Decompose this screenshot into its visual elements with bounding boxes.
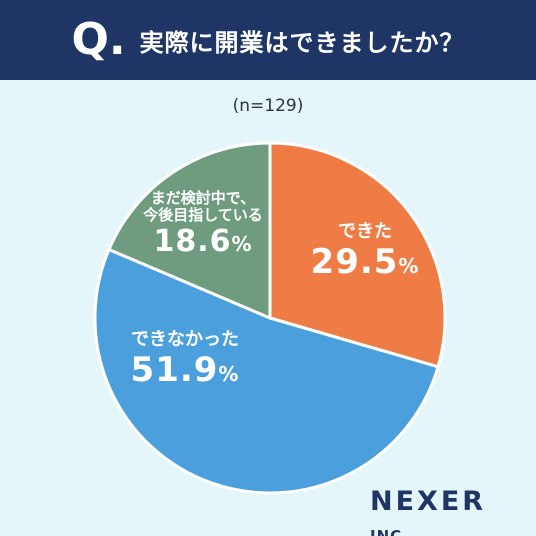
question-text: 実際に開業はできましたか？: [139, 28, 465, 57]
percent-unit: %: [218, 361, 240, 386]
brand-suffix: INC.: [370, 527, 409, 536]
question-header: Q. 実際に開業はできましたか？: [0, 0, 536, 80]
slice-name: できなかった: [131, 329, 239, 350]
q-mark: Q.: [71, 14, 126, 65]
slice-label-kentouchuu: まだ検討中で、 今後目指している 18.6%: [128, 189, 278, 259]
pie-slice-kentouchuu: [106, 141, 272, 321]
pie-slice-dekita: [268, 141, 447, 369]
brand-name: NEXER: [370, 486, 487, 517]
sample-size: (n=129): [232, 96, 304, 116]
slice-name-line2: 今後目指している: [143, 206, 263, 225]
slice-value: 18.6: [153, 223, 232, 259]
slice-value: 51.9: [130, 349, 219, 390]
brand-logo: NEXER INC.: [370, 486, 536, 536]
percent-unit: %: [231, 231, 253, 256]
pie-slice-dekinakatta: [93, 247, 440, 495]
slice-name-line1: まだ検討中で、: [150, 189, 256, 207]
slice-label-dekita: できた 29.5%: [300, 221, 430, 282]
slice-name: できた: [338, 221, 392, 242]
percent-unit: %: [398, 253, 420, 278]
slice-value: 29.5: [310, 241, 399, 282]
slice-label-dekinakatta: できなかった 51.9%: [110, 329, 260, 390]
